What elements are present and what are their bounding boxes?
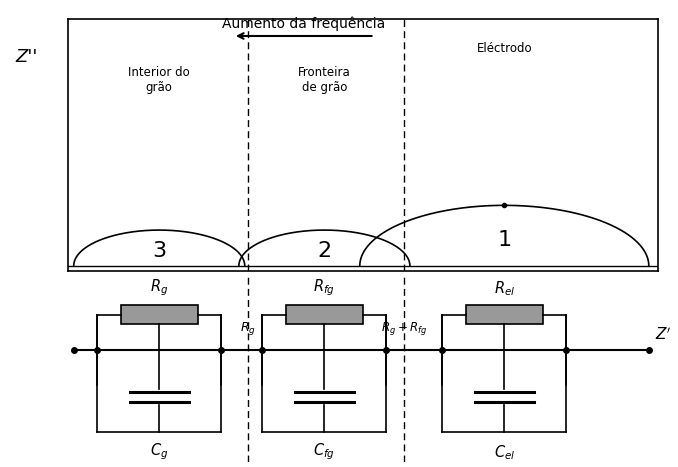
Text: Aumento da frequência: Aumento da frequência	[222, 16, 385, 31]
Text: $R_g$: $R_g$	[240, 320, 256, 337]
Text: 1: 1	[497, 231, 511, 250]
Text: $R_g + R_{fg}$: $R_g + R_{fg}$	[381, 320, 427, 337]
Text: Eléctrodo: Eléctrodo	[477, 42, 532, 55]
Text: 2: 2	[317, 241, 332, 261]
Text: $C_g$: $C_g$	[150, 442, 168, 462]
Text: $R_{fg}$: $R_{fg}$	[313, 277, 336, 298]
Text: $C_{el}$: $C_{el}$	[494, 444, 515, 462]
Text: Interior do
grão: Interior do grão	[128, 66, 190, 94]
Text: $C_{fg}$: $C_{fg}$	[313, 442, 336, 462]
Text: $R_g$: $R_g$	[150, 277, 168, 298]
Text: Fronteira
de grão: Fronteira de grão	[298, 66, 351, 94]
Bar	[466, 305, 542, 324]
Text: $Z'$: $Z'$	[655, 326, 671, 343]
Text: $R_{el}$: $R_{el}$	[494, 279, 515, 298]
Text: 3: 3	[152, 241, 166, 261]
Bar	[121, 305, 197, 324]
Bar	[286, 305, 363, 324]
Text: Z'': Z''	[16, 48, 38, 65]
